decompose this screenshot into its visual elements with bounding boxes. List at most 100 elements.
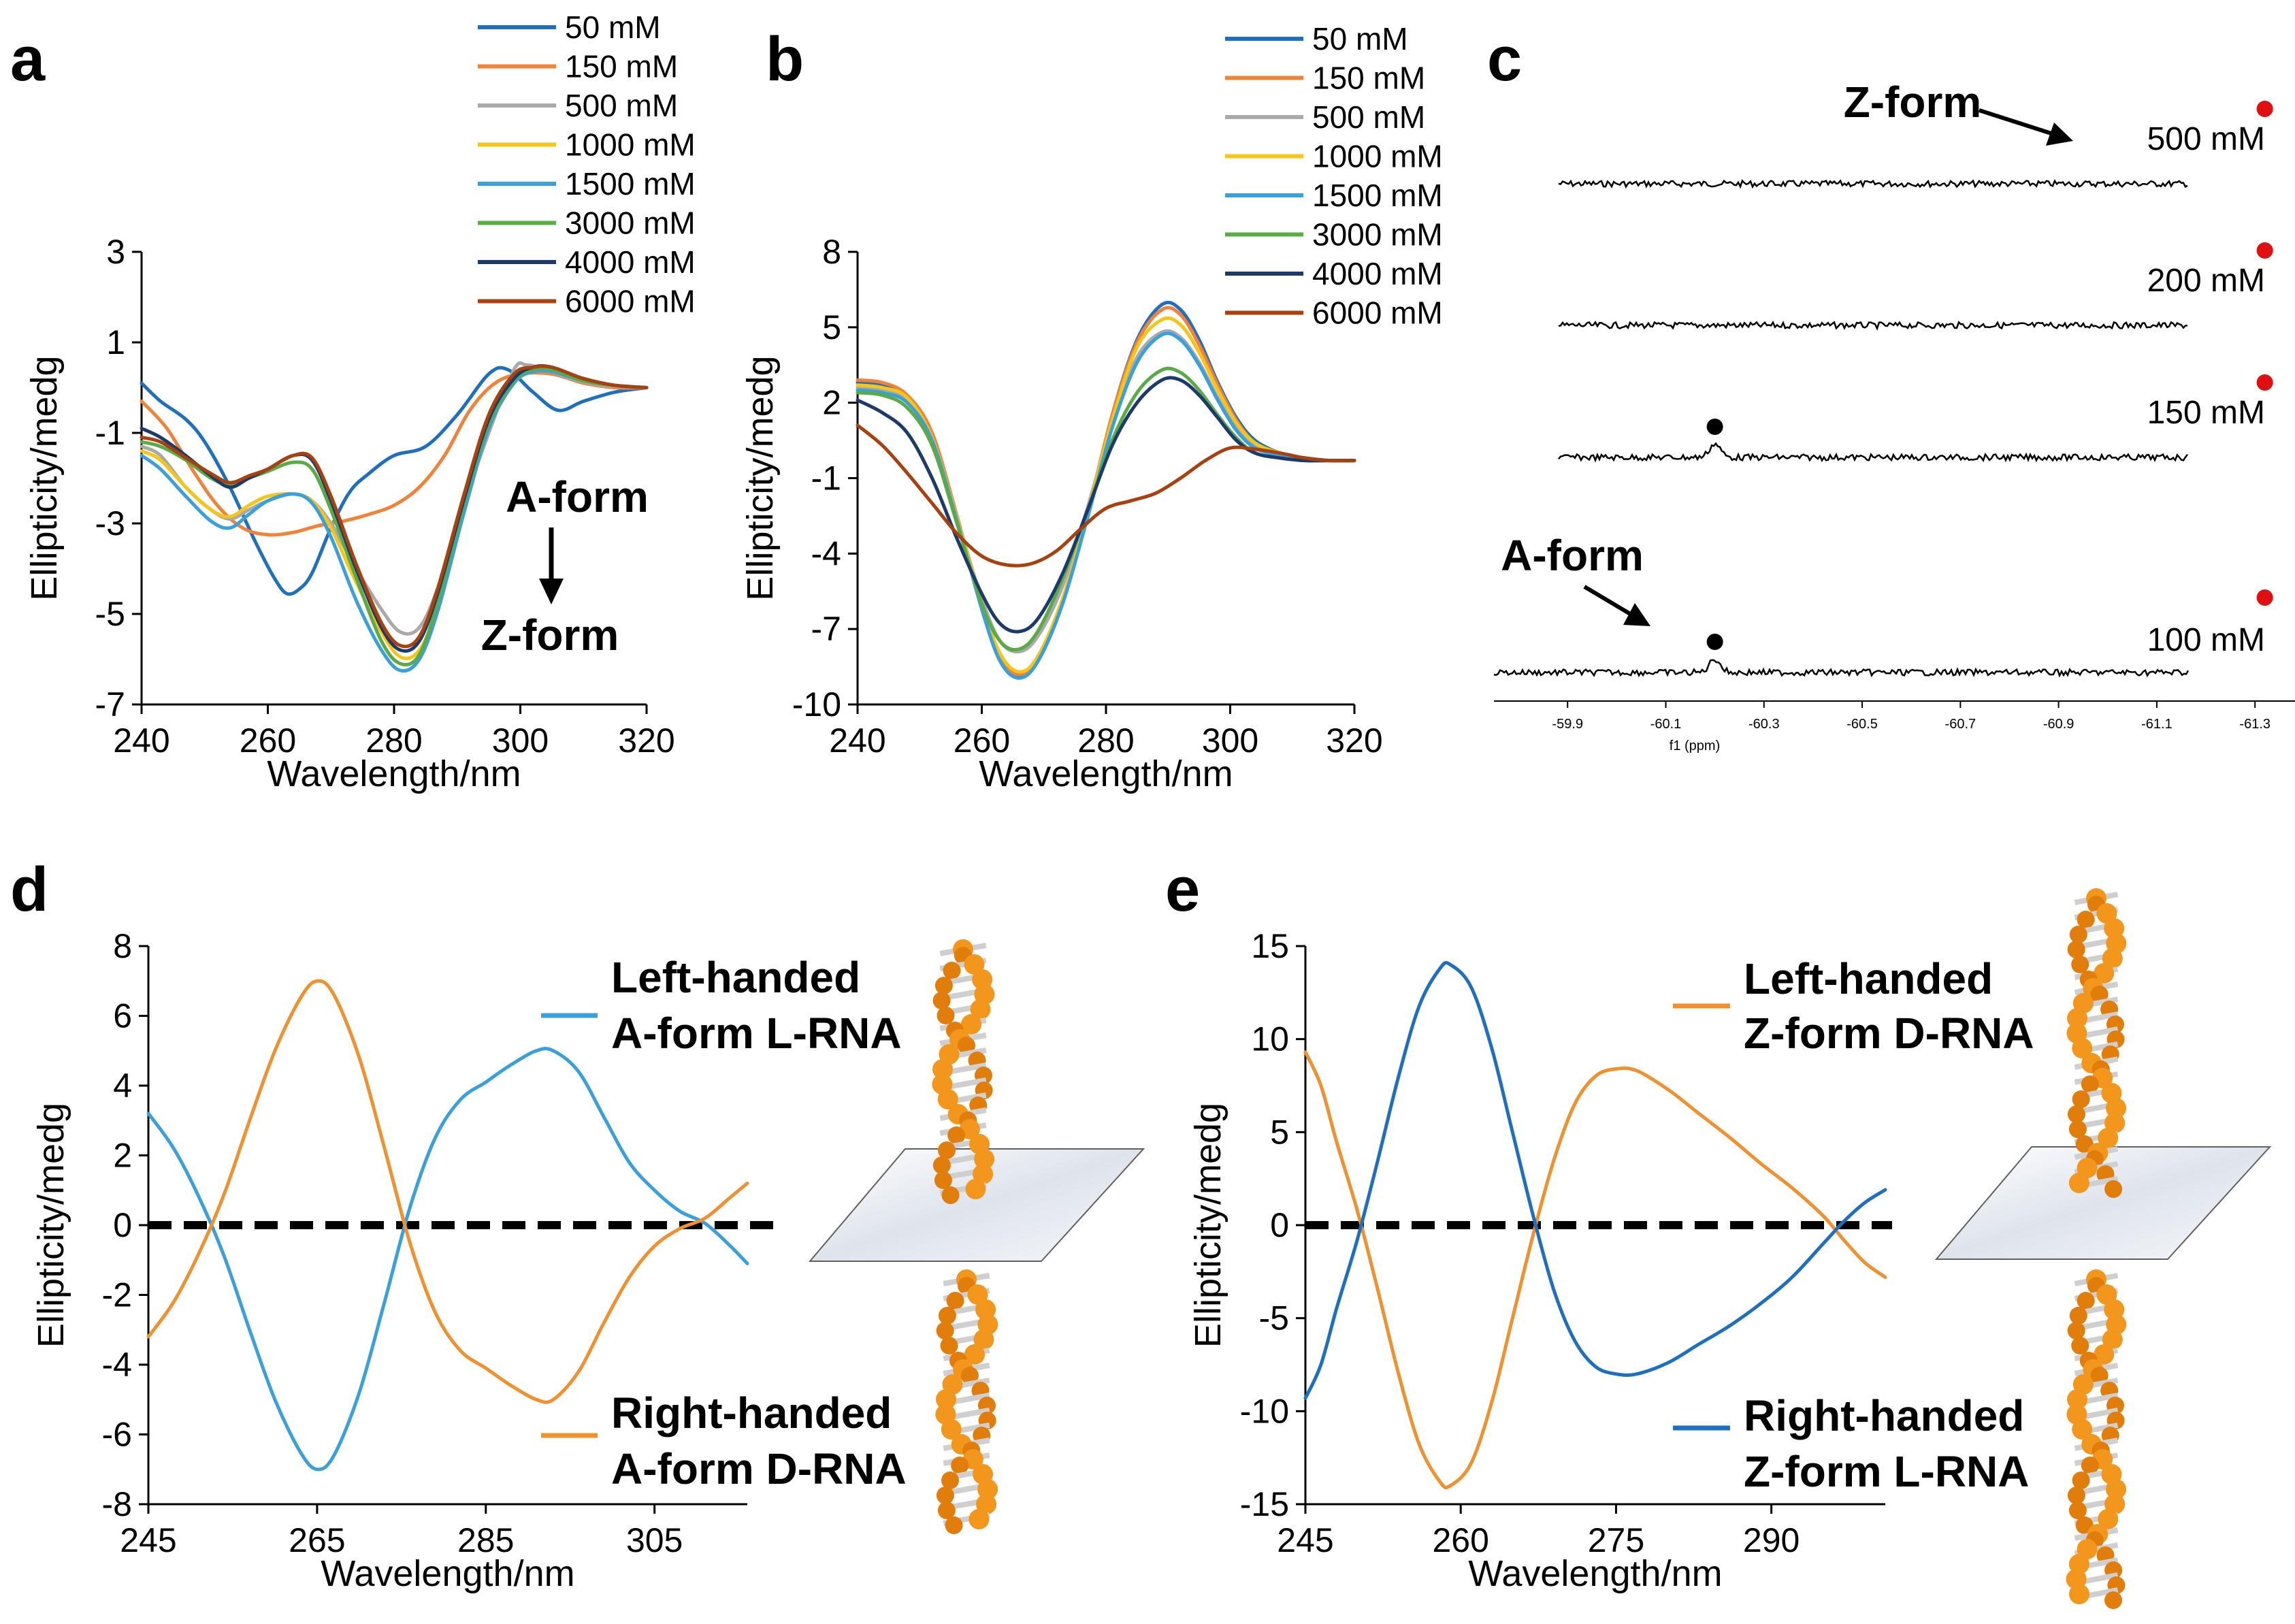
a-series-line [140, 361, 649, 636]
d-y-tick-label: 2 [113, 1137, 132, 1175]
d-helix-bottom-backbone-bead [967, 1284, 988, 1305]
e-x-tick-label: 290 [1743, 1521, 1800, 1559]
nmr-x-tick-label: -60.7 [1945, 717, 1976, 732]
e-helix-top-backbone-bead [2104, 1180, 2123, 1198]
b-series-line [856, 423, 1356, 568]
d-helix-top-backbone-bead [965, 1179, 986, 1199]
a-form-arrow-head [1623, 603, 1650, 626]
nmr-x-tick-label: -61.1 [2141, 717, 2172, 732]
e-helix-bottom-backbone-bead [2072, 1472, 2090, 1489]
d-helix-top-backbone-bead [934, 977, 953, 994]
a-form-annotation: A-form [506, 472, 649, 521]
z-form-annotation: Z-form [481, 611, 619, 660]
nmr-x-tick-label: -59.9 [1552, 717, 1583, 732]
legend-label-1: Left-handed [611, 953, 860, 1002]
b-series-line [856, 300, 1356, 679]
e-helix-bottom-backbone-bead [2094, 1344, 2115, 1365]
d-helix-top-backbone-bead [964, 954, 985, 975]
panel-letter-d: d [10, 855, 48, 924]
nmr-trace [1558, 442, 2188, 463]
e-y-tick-label: 5 [1270, 1113, 1289, 1151]
e-helix-bottom-backbone-bead [2069, 1307, 2087, 1325]
panel-c: c 500 mM 200 mM 150 mM 100 mM -59.9 -60.1 -60.3… [1487, 25, 2295, 753]
d-x-tick-label: 265 [289, 1521, 345, 1559]
e-helix-bottom-backbone-bead [2071, 1337, 2089, 1354]
d-y-tick-label: -8 [102, 1485, 132, 1523]
d-y-tick-label: -2 [102, 1276, 132, 1314]
e-helix-top-backbone-bead [2106, 1098, 2127, 1118]
d-y-axis-title: Ellipticity/medg [31, 1103, 71, 1348]
d-helix-bottom-backbone-bead [936, 1389, 957, 1410]
a-y-tick-label: 1 [106, 323, 125, 361]
d-helix-top-backbone-bead [932, 1059, 954, 1079]
a-x-tick-label: 300 [492, 721, 549, 760]
a-series-line [140, 366, 649, 667]
e-helix-bottom-backbone-bead [2067, 1487, 2085, 1504]
b-y-axis-title: Ellipticity/medg [740, 355, 781, 600]
legend-label-1: Left-handed [1744, 954, 1993, 1003]
e-series-line [1303, 960, 1887, 1400]
e-helix-bottom-backbone-bead [2077, 1292, 2095, 1310]
e-y-tick-label: 0 [1270, 1206, 1289, 1244]
e-helix-bottom-backbone-bead [2104, 1299, 2125, 1320]
legend-label: 1000 mM [1312, 139, 1443, 174]
legend-label: 6000 mM [1312, 295, 1443, 331]
d-helix-top-backbone-bead [934, 1171, 952, 1189]
d-helix-top-backbone-bead [972, 969, 993, 990]
panel-letter-b: b [766, 25, 804, 94]
nmr-x-tick-label: -60.5 [1846, 717, 1878, 732]
a-y-tick-label: 3 [106, 233, 125, 271]
d-helix-bottom-backbone-bead [969, 1509, 990, 1529]
legend-label: 500 mM [565, 88, 678, 123]
nmr-concentration-label: 150 mM [2147, 395, 2265, 431]
d-helix-bottom-backbone-bead [960, 1367, 979, 1384]
legend-label: 1500 mM [565, 166, 696, 201]
d-helix-bottom-backbone-bead [940, 1337, 958, 1354]
b-y-tick-label: 2 [822, 384, 841, 422]
d-helix-bottom-backbone-bead [973, 1329, 994, 1350]
d-helix-bottom-backbone-bead [936, 1487, 954, 1504]
d-series-line [146, 1047, 749, 1472]
e-helix-top-backbone-bead [2072, 1090, 2090, 1108]
a-x-tick-label: 320 [618, 721, 674, 760]
panel-letter-a: a [10, 25, 46, 94]
b-y-tick-label: -4 [811, 534, 841, 572]
nmr-x-tick-label: -60.1 [1650, 717, 1682, 732]
e-helix-top-backbone-bead [2077, 1158, 2098, 1178]
d-helix-top-backbone-bead [961, 1014, 982, 1035]
e-helix-top-backbone-bead [2068, 1173, 2089, 1193]
z-form-peak-marker [2256, 242, 2273, 259]
b-x-tick-label: 320 [1326, 721, 1382, 760]
z-form-arrow [1979, 108, 2056, 137]
e-helix-bottom-backbone-bead [2077, 1539, 2098, 1559]
a-y-tick-label: -7 [95, 685, 125, 724]
e-helix-bottom-backbone-bead [2098, 1509, 2119, 1529]
a-series-line [140, 366, 649, 596]
a-series-line [140, 364, 649, 649]
e-y-tick-label: -10 [1240, 1392, 1289, 1430]
d-series-line [146, 979, 749, 1404]
a-x-tick-label: 280 [365, 721, 422, 760]
nmr-trace [1558, 179, 2188, 189]
b-x-tick-label: 240 [829, 721, 885, 760]
d-y-tick-label: -4 [102, 1346, 132, 1384]
legend-label: 4000 mM [565, 244, 696, 280]
d-helix-top-backbone-bead [947, 1126, 966, 1144]
e-helix-bottom-backbone-bead [2102, 1329, 2123, 1350]
b-y-tick-label: 5 [822, 308, 841, 346]
e-helix-top-backbone-bead [2104, 918, 2125, 939]
d-helix-top-backbone-bead [932, 1156, 951, 1174]
e-helix-top-backbone-bead [2090, 986, 2109, 1003]
legend-label-1b: Z-form D-RNA [1744, 1009, 2034, 1058]
nmr-x-axis-title: f1 (ppm) [1670, 738, 1720, 753]
e-helix-top-backbone-bead [2077, 911, 2095, 928]
e-x-tick-label: 275 [1588, 1521, 1644, 1559]
d-helix-bottom-backbone-bead [964, 1344, 986, 1365]
e-helix-top-backbone-bead [2068, 1120, 2087, 1138]
d-helix-bottom-backbone-bead [936, 1322, 954, 1339]
b-y-tick-label: -1 [811, 459, 841, 498]
b-y-tick-label: -10 [792, 685, 841, 724]
